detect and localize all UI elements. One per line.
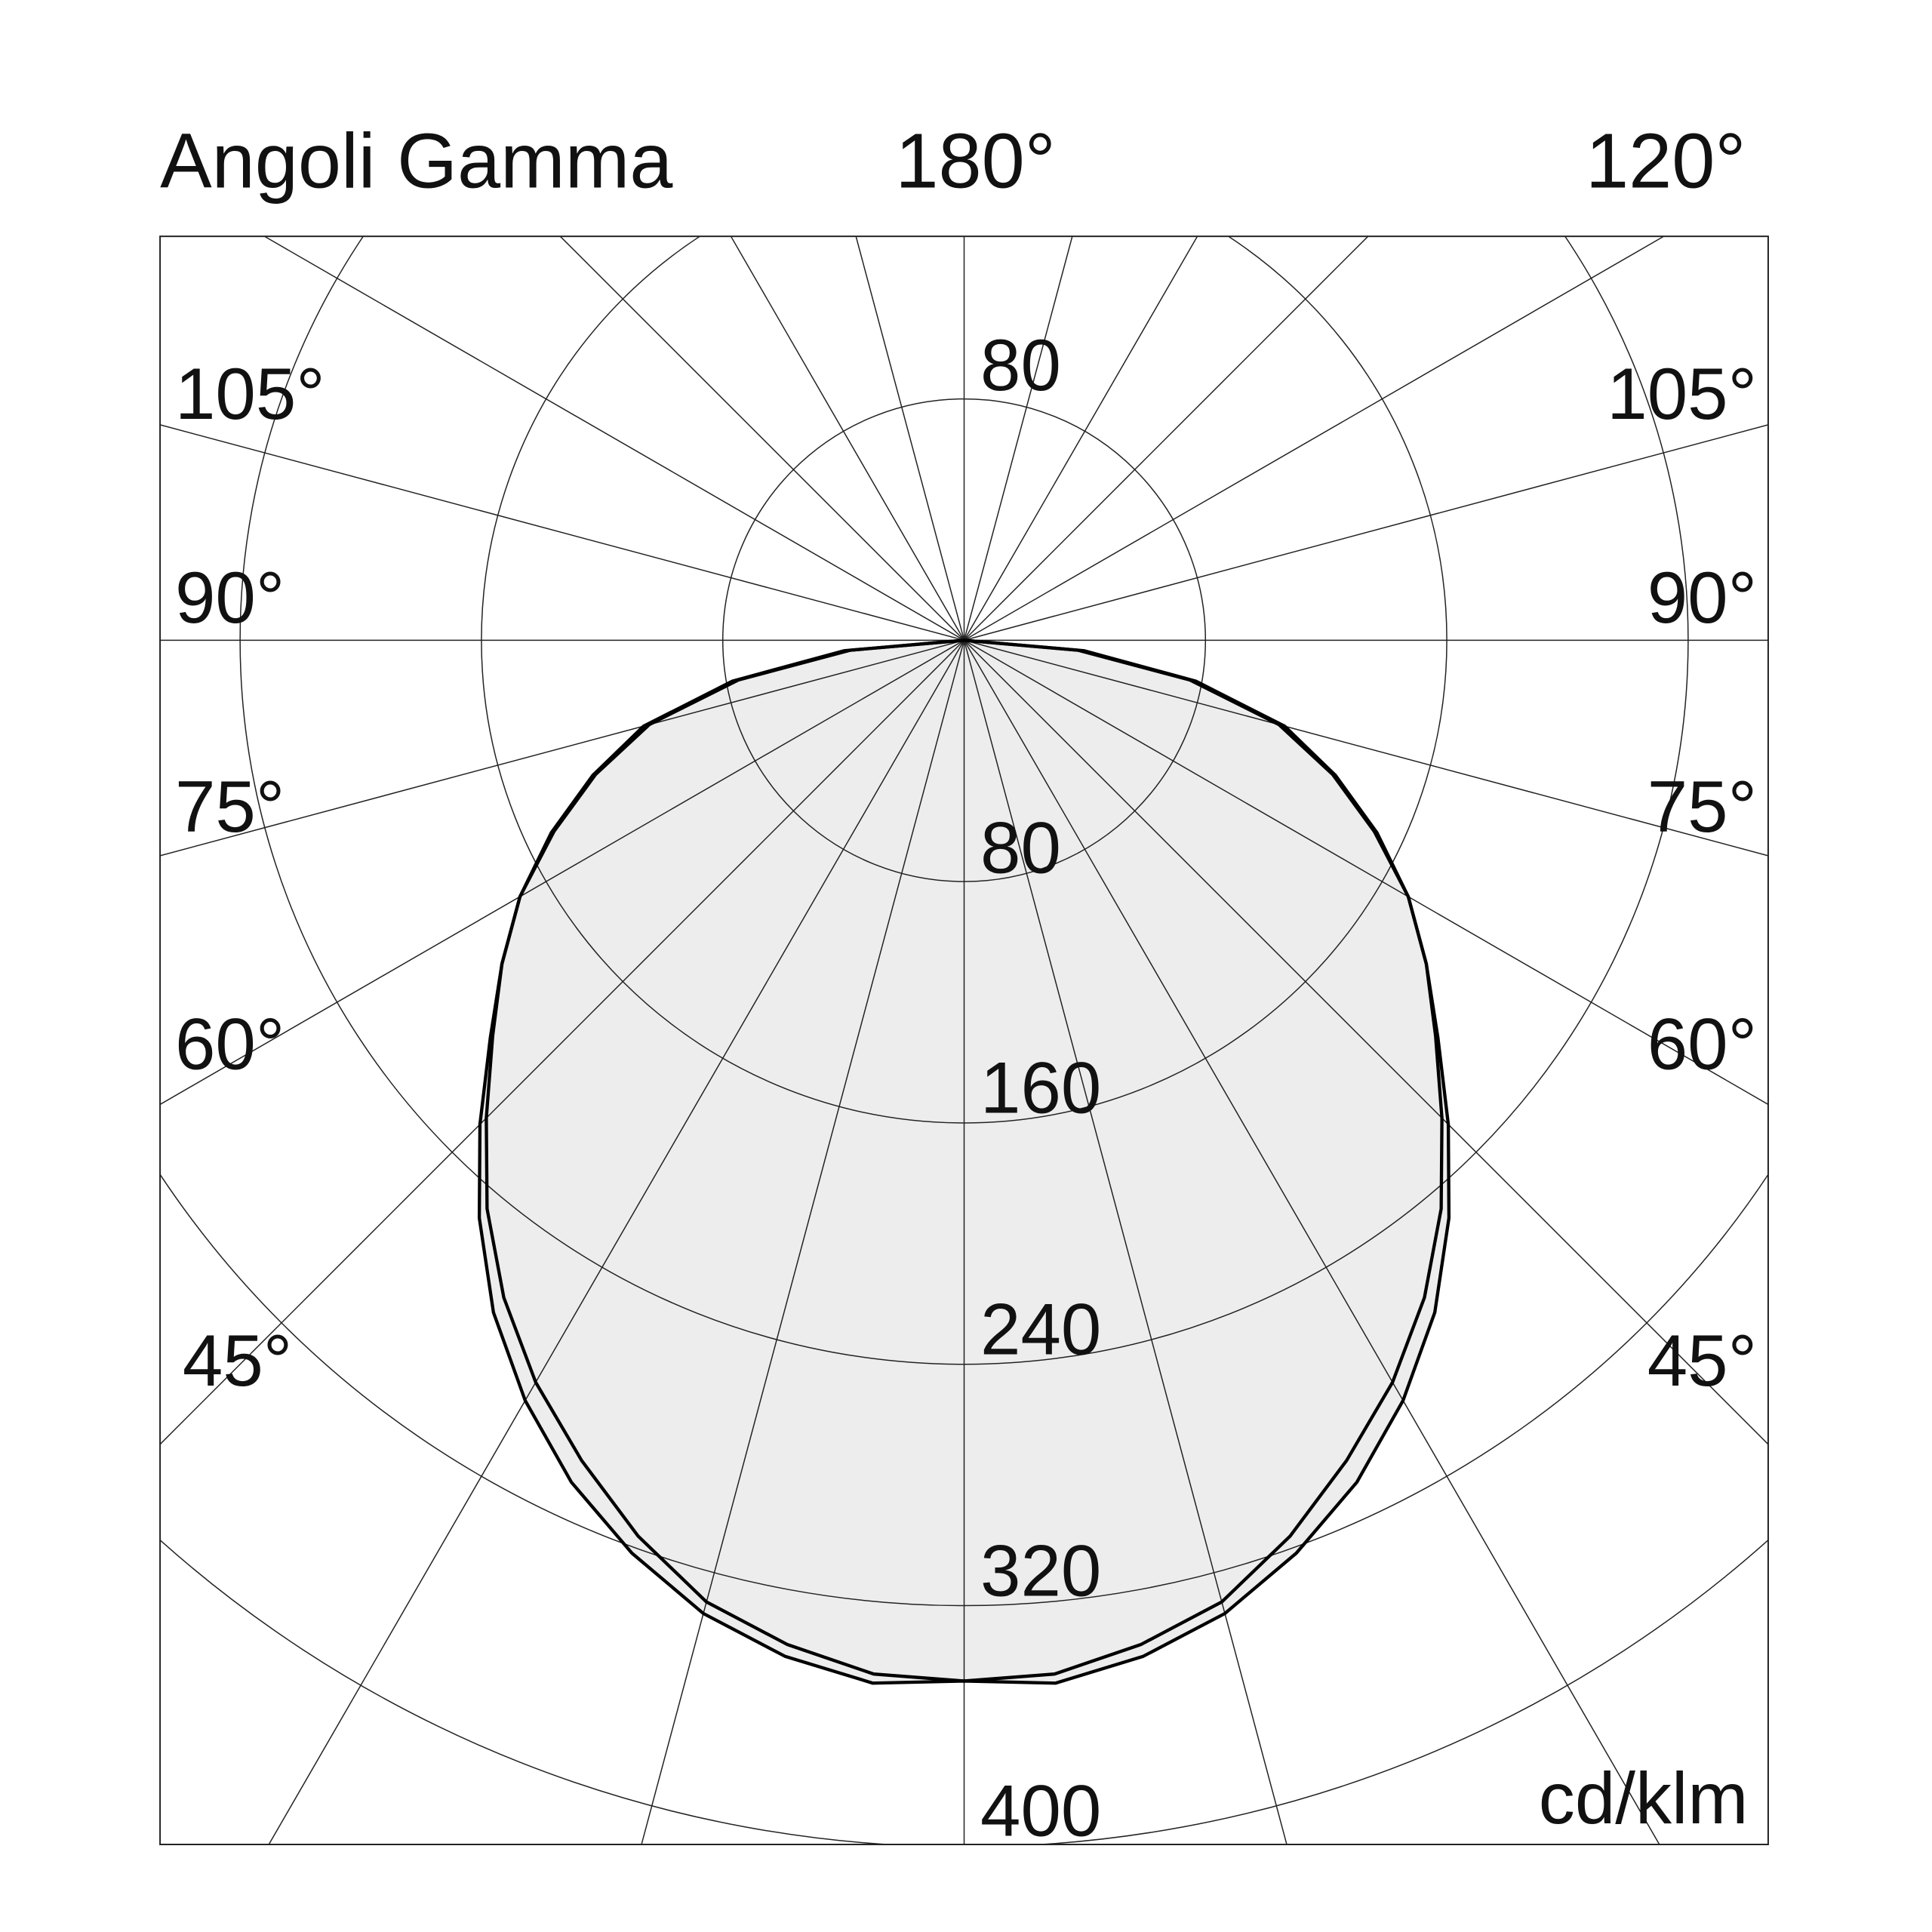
unit-label: cd/klm xyxy=(1539,1758,1749,1839)
angle-label-left-90: 90° xyxy=(175,558,285,638)
grid-ray-225 xyxy=(559,236,965,641)
grid-ray-150 xyxy=(963,236,1198,641)
grid-ray-120 xyxy=(964,236,1664,641)
grid-ray-75 xyxy=(964,639,1768,857)
radial-label-80: 80 xyxy=(980,808,1061,889)
angle-label-180: 180° xyxy=(895,118,1055,205)
grid-ray-285 xyxy=(160,639,964,857)
grid-ray-330 xyxy=(268,639,965,1845)
radial-label-400: 400 xyxy=(980,1770,1101,1851)
radial-label-320: 320 xyxy=(980,1531,1101,1611)
grid-ray-195 xyxy=(855,236,965,641)
grid-ray-255 xyxy=(160,424,964,641)
angle-label-right-90: 90° xyxy=(1647,558,1757,638)
angle-label-right-60: 60° xyxy=(1647,1004,1757,1085)
angle-label-left-75: 75° xyxy=(175,767,285,848)
grid-ray-165 xyxy=(963,236,1073,641)
grid-ray-240 xyxy=(264,236,964,641)
grid-ray-210 xyxy=(730,236,965,641)
curve-outlines-layer xyxy=(477,638,1451,1685)
grid-ray-45 xyxy=(963,639,1768,1445)
grid-ray-345 xyxy=(641,640,965,1845)
grid-ray-105 xyxy=(964,424,1768,641)
angle-label-left-105: 105° xyxy=(175,354,325,435)
radial-label-top-80: 80 xyxy=(980,325,1061,406)
plot-frame xyxy=(159,235,1769,1846)
grid-ray-300 xyxy=(160,639,964,1106)
grid-ray-135 xyxy=(963,236,1369,641)
chart-title: Angoli Gamma xyxy=(160,118,673,205)
angle-label-left-60: 60° xyxy=(175,1004,285,1085)
grid-ray-15 xyxy=(963,640,1287,1845)
grid-ray-60 xyxy=(964,639,1768,1106)
angle-label-left-45: 45° xyxy=(183,1321,292,1401)
grid-layer xyxy=(160,236,1768,1845)
angle-label-120: 120° xyxy=(1586,118,1746,205)
angle-label-right-75: 75° xyxy=(1647,767,1757,848)
series-2-line xyxy=(485,638,1444,1683)
angle-label-right-105: 105° xyxy=(1607,354,1757,435)
radial-label-240: 240 xyxy=(980,1289,1101,1370)
radial-label-160: 160 xyxy=(980,1048,1101,1129)
grid-ray-315 xyxy=(160,639,965,1445)
angle-label-right-45: 45° xyxy=(1647,1321,1757,1401)
grid-ray-30 xyxy=(963,639,1660,1845)
